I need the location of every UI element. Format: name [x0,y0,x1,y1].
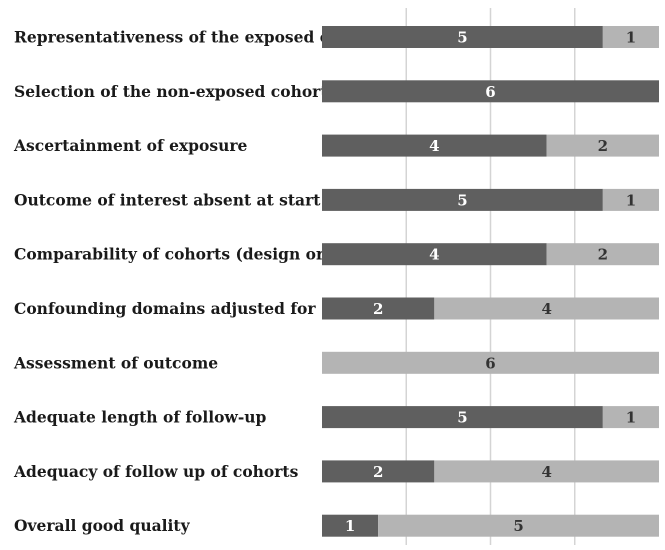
bar-segment [602,188,659,211]
bar-segment [322,134,547,157]
bar-segment [378,514,659,537]
category-label: Confounding domains adjusted for [14,299,316,318]
data-label: 1 [626,409,636,427]
bar-segment [322,406,603,429]
category-label: Adequacy of follow up of cohorts [13,462,299,481]
data-label: 5 [513,517,523,535]
data-label: 6 [485,83,495,101]
data-label: 2 [598,246,608,264]
bar-segment [602,26,659,48]
category-label: Adequate length of follow-up [13,408,267,427]
category-label: Assessment of outcome [13,353,218,372]
data-label: 4 [541,300,551,318]
bar-segment [322,514,379,537]
data-label: 1 [626,29,636,47]
category-label: Outcome of interest absent at start of s… [14,190,396,209]
bar-segment [322,188,603,211]
bar-segment [322,243,547,266]
data-label: 5 [457,409,467,427]
category-label: Ascertainment of exposure [13,136,248,155]
data-label: 4 [429,246,439,264]
data-label: 1 [626,191,636,209]
bar-segment [322,80,659,103]
category-label: Comparability of cohorts (design or anal… [14,245,406,264]
category-label: Overall good quality [14,516,191,535]
data-label: 2 [598,137,608,155]
bar-segment [434,297,659,320]
bar-segment [546,243,659,266]
data-label: 5 [457,191,467,209]
data-label: 5 [457,29,467,47]
bar-segment [322,351,659,374]
data-label: 2 [373,300,383,318]
data-label: 4 [429,137,439,155]
bar-segment [434,460,659,483]
data-label: 6 [485,354,495,372]
bar-segment [546,134,659,157]
data-label: 1 [345,517,355,535]
data-label: 4 [541,463,551,481]
category-label: Representativeness of the exposed cohort [14,28,377,47]
bar-segment [322,26,603,48]
data-label: 2 [373,463,383,481]
bar-segment [322,297,435,320]
bar-segment [602,406,659,429]
category-label: Selection of the non-exposed cohort [14,82,328,101]
bar-segment [322,460,435,483]
